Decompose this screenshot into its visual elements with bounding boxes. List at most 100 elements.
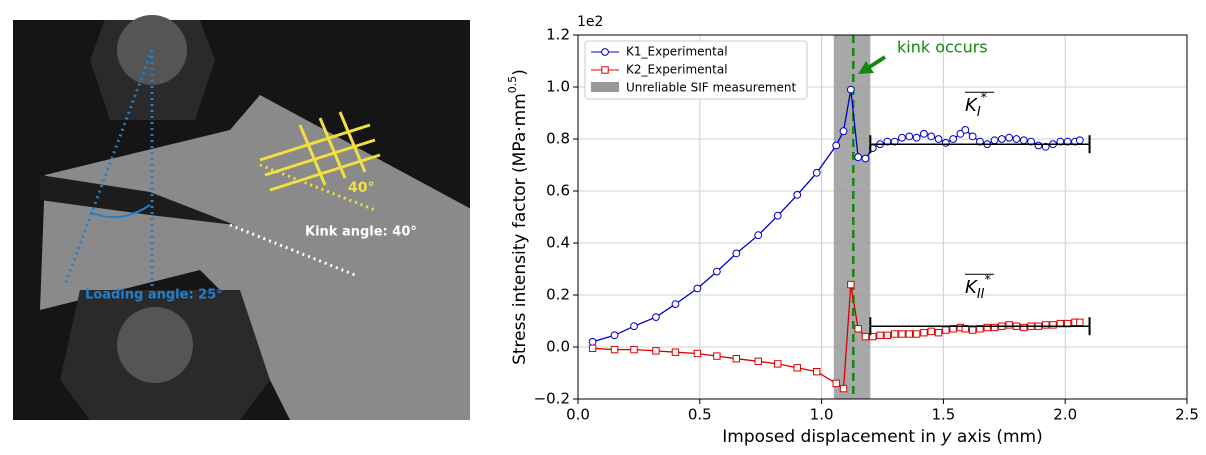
annotation-arrow-head: [858, 61, 874, 74]
mean-label-sup: *: [984, 273, 991, 288]
marker: [990, 136, 999, 145]
marker: [876, 331, 884, 340]
marker: [693, 284, 702, 293]
marker: [898, 330, 906, 338]
legend-label: Unreliable SIF measurement: [626, 81, 796, 95]
annotation-arrow-shaft: [866, 55, 887, 70]
marker: [961, 325, 970, 333]
marker: [956, 129, 965, 138]
marker: [1020, 323, 1028, 332]
marker: [839, 384, 848, 393]
marker: [1027, 322, 1035, 330]
marker: [968, 132, 977, 141]
marker: [905, 132, 914, 141]
y-tick-label: 0.8: [546, 130, 570, 148]
marker: [1027, 137, 1035, 146]
angle-line: [259, 163, 376, 212]
marker: [732, 355, 741, 363]
marker: [1012, 322, 1021, 330]
marker: [754, 357, 762, 366]
loading-arc: [89, 204, 151, 219]
marker: [610, 331, 619, 340]
marker: [847, 280, 855, 289]
marker: [934, 135, 943, 143]
x-tick-label: 2.0: [1053, 406, 1077, 424]
marker: [630, 322, 638, 331]
y-axis-label-part: ): [510, 69, 530, 76]
marker: [588, 344, 597, 353]
marker: [1056, 319, 1065, 328]
marker: [976, 137, 984, 146]
marker: [956, 323, 965, 332]
mean-label-sup: *: [981, 91, 988, 106]
marker: [1019, 136, 1028, 145]
marker: [990, 323, 999, 332]
y-tick-label: 0.4: [546, 234, 570, 252]
mean-label-sub: I: [977, 105, 981, 120]
marker: [1049, 140, 1057, 149]
legend-label: K2_Experimental: [626, 63, 728, 77]
marker: [883, 137, 892, 146]
y-tick-label: 0.2: [546, 286, 570, 304]
marker: [793, 364, 801, 372]
marker: [920, 329, 928, 337]
marker: [713, 352, 721, 360]
y-tick-label: 0.6: [546, 182, 570, 200]
marker: [927, 327, 935, 336]
marker: [1063, 319, 1072, 328]
x-axis-label-part: Imposed displacement in: [722, 427, 941, 447]
mean-label: KI*: [965, 91, 988, 120]
marker: [813, 368, 821, 376]
marker: [1076, 318, 1084, 327]
marker: [588, 337, 597, 346]
kink-angle-label: Kink angle: 40°: [305, 225, 417, 240]
x-axis-label-part: axis (mm): [951, 427, 1042, 447]
x-tick-label: 1.5: [931, 406, 955, 424]
marker: [854, 325, 862, 333]
plot-frame: [577, 34, 1188, 400]
marker: [652, 347, 660, 355]
marker: [961, 125, 970, 134]
marker: [1071, 137, 1079, 146]
series-line: [592, 284, 1080, 390]
marker: [773, 211, 782, 220]
marker: [832, 379, 840, 388]
y-axis-label-part: Stress intensity factor (MPa·mm: [510, 93, 530, 365]
marker: [905, 330, 913, 338]
marker: [941, 139, 950, 147]
marker: [912, 330, 921, 338]
marker: [861, 154, 870, 163]
marker: [1005, 321, 1013, 329]
mean-label-base: K: [965, 95, 978, 116]
legend-box: [584, 40, 808, 100]
marker: [630, 345, 638, 354]
y-tick-label: 0.0: [546, 338, 570, 356]
mean-label-base: K: [965, 277, 978, 298]
marker: [968, 326, 977, 334]
y-tick-label: −0.2: [534, 390, 570, 408]
loading-angle-label: Loading angle: 25°: [85, 288, 223, 303]
marker: [1063, 137, 1072, 146]
marker: [774, 360, 782, 368]
marker: [671, 348, 680, 356]
marker: [927, 132, 936, 141]
marker: [1005, 133, 1014, 142]
grid-marks: [259, 111, 381, 192]
marker: [793, 191, 802, 199]
x-axis-label-part: y: [940, 427, 952, 447]
marker: [976, 325, 984, 333]
marker: [732, 249, 741, 258]
marker: [898, 133, 906, 142]
unreliable-span: [833, 35, 871, 399]
marker: [983, 323, 991, 332]
marker: [754, 231, 763, 240]
angle-label: 40°: [348, 180, 374, 196]
legend: K1_Experimental K2_Experimental Unreliable…: [584, 40, 808, 100]
marker: [1049, 321, 1057, 329]
marker: [832, 141, 841, 150]
x-tick-label: 0.0: [566, 406, 590, 424]
kink-annotation: kink occurs: [897, 38, 988, 57]
marker: [934, 329, 943, 337]
marker: [652, 313, 660, 322]
specimen: [40, 95, 470, 420]
